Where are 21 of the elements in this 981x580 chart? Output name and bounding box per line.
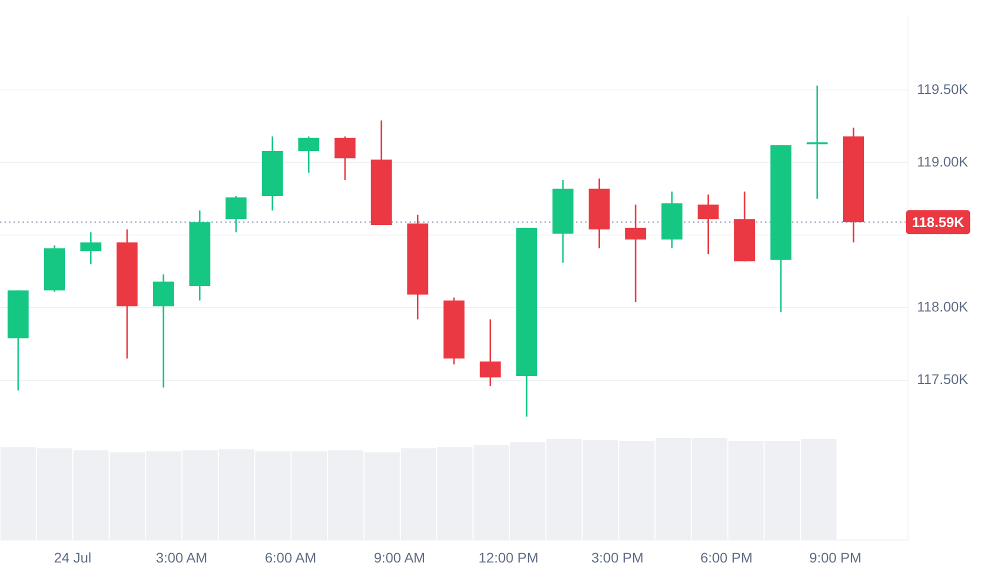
x-tick-label: 3:00 PM [591, 549, 644, 566]
x-tick-label: 6:00 AM [264, 549, 316, 566]
y-tick-label: 117.50K [917, 371, 969, 388]
candlestick [80, 231, 102, 265]
candlestick [334, 136, 356, 181]
y-tick-label: 118.00K [917, 298, 969, 315]
x-tick-label: 12:00 PM [478, 549, 538, 566]
x-tick-label: 9:00 PM [809, 549, 862, 566]
x-tick-label: 6:00 PM [700, 549, 752, 566]
candlestick [298, 136, 320, 174]
y-tick-label: 119.50K [917, 80, 969, 97]
y-tick-label: 119.00K [917, 153, 969, 170]
x-tick-label: 24 Jul [54, 549, 92, 566]
candlestick [806, 84, 828, 200]
x-tick-label: 9:00 AM [374, 549, 426, 566]
candlestick [698, 194, 719, 255]
candlestick [625, 204, 646, 303]
candlestick [480, 318, 501, 387]
x-tick-label: 3:00 AM [156, 549, 208, 566]
candlestick [226, 195, 247, 233]
ref-line-label: 118.59K [912, 214, 964, 230]
